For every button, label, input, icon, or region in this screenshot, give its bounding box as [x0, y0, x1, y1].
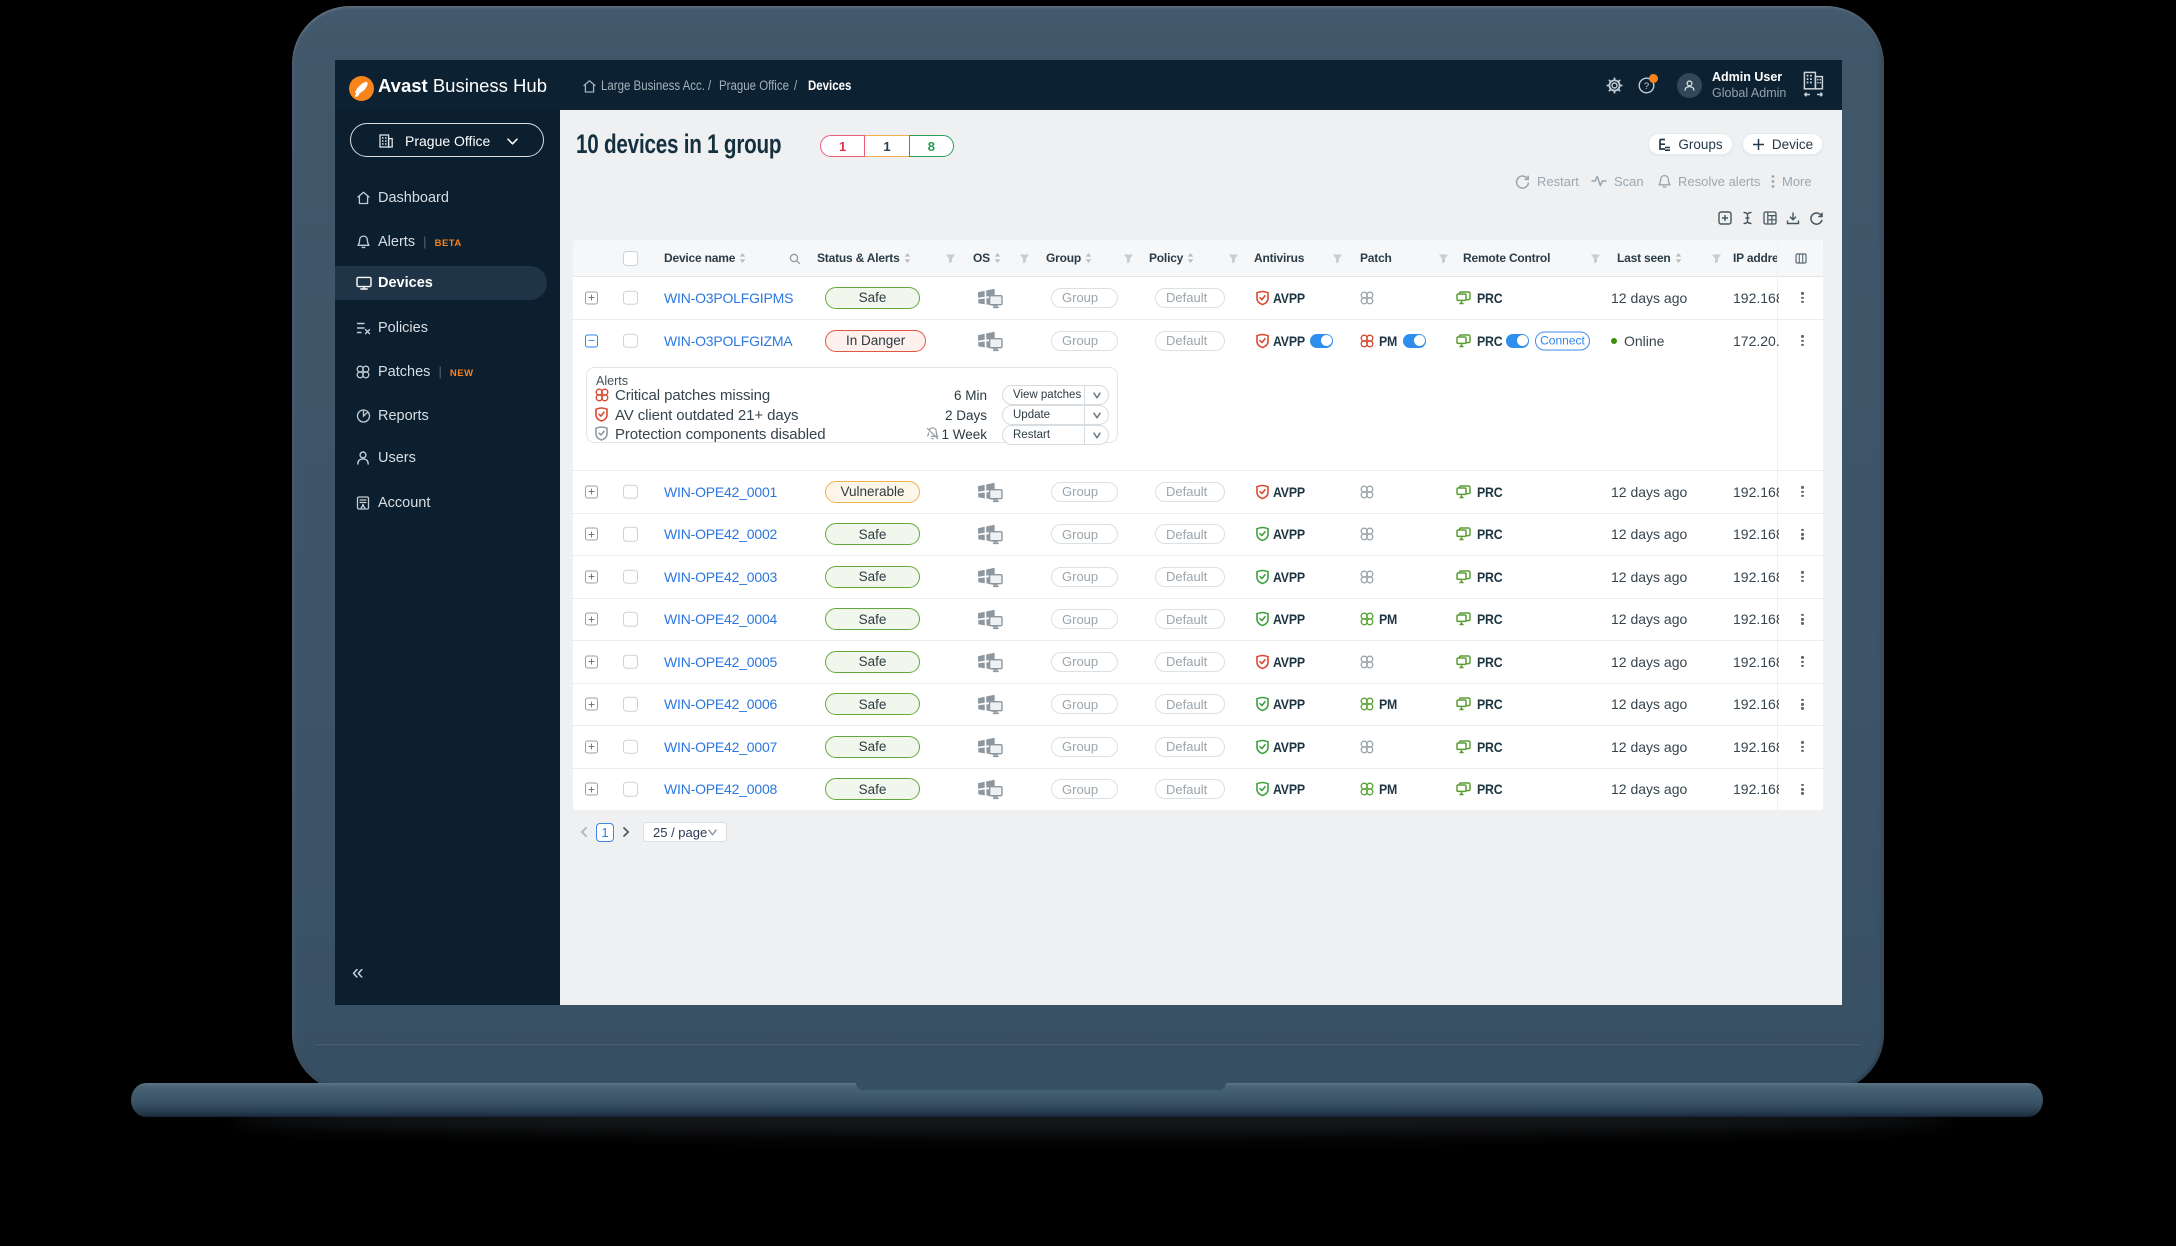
svg-text:?: ?: [1644, 81, 1649, 92]
